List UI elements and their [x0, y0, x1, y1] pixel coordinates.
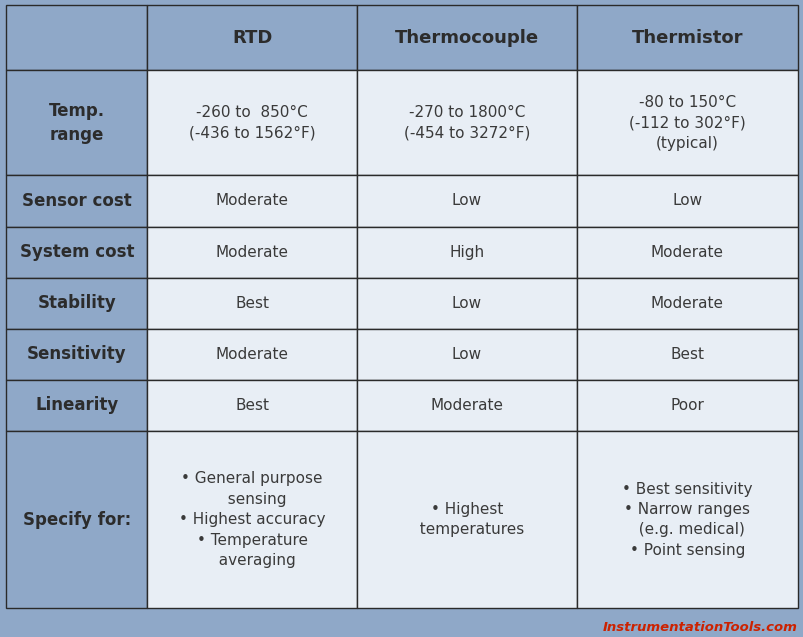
Bar: [147, 431, 357, 608]
Text: Low: Low: [671, 194, 701, 208]
Text: Low: Low: [451, 194, 481, 208]
Bar: [357, 227, 576, 278]
Bar: [147, 329, 357, 380]
Bar: [357, 70, 576, 175]
Text: Moderate: Moderate: [215, 194, 288, 208]
Text: Best: Best: [234, 398, 269, 413]
Text: Sensitivity: Sensitivity: [27, 345, 127, 363]
Text: Linearity: Linearity: [35, 396, 118, 414]
Bar: [6, 278, 147, 329]
Bar: [576, 70, 797, 175]
Text: Poor: Poor: [670, 398, 703, 413]
Bar: [6, 175, 147, 227]
Bar: [576, 5, 797, 70]
Bar: [576, 431, 797, 608]
Text: High: High: [449, 245, 484, 259]
Bar: [6, 227, 147, 278]
Text: Thermistor: Thermistor: [630, 29, 742, 47]
Text: System cost: System cost: [19, 243, 134, 261]
Text: Low: Low: [451, 296, 481, 311]
Text: Moderate: Moderate: [215, 347, 288, 362]
Text: • General purpose
  sensing
• Highest accuracy
• Temperature
  averaging: • General purpose sensing • Highest accu…: [178, 471, 325, 568]
Text: Best: Best: [234, 296, 269, 311]
Bar: [357, 431, 576, 608]
Bar: [147, 380, 357, 431]
Bar: [147, 227, 357, 278]
Bar: [6, 380, 147, 431]
Text: Stability: Stability: [38, 294, 116, 312]
Text: RTD: RTD: [231, 29, 272, 47]
Text: Low: Low: [451, 347, 481, 362]
Bar: [147, 278, 357, 329]
Text: Specify for:: Specify for:: [22, 511, 131, 529]
Bar: [576, 278, 797, 329]
Bar: [357, 278, 576, 329]
Text: Temp.
range: Temp. range: [49, 102, 104, 144]
Text: • Best sensitivity
• Narrow ranges
  (e.g. medical)
• Point sensing: • Best sensitivity • Narrow ranges (e.g.…: [622, 482, 752, 558]
Text: Best: Best: [670, 347, 703, 362]
Bar: [6, 5, 147, 70]
Text: Sensor cost: Sensor cost: [22, 192, 132, 210]
Bar: [147, 175, 357, 227]
Text: • Highest
  temperatures: • Highest temperatures: [410, 502, 524, 538]
Text: -260 to  850°C
(-436 to 1562°F): -260 to 850°C (-436 to 1562°F): [189, 105, 315, 141]
Text: Thermocouple: Thermocouple: [394, 29, 538, 47]
Bar: [576, 227, 797, 278]
Text: InstrumentationTools.com: InstrumentationTools.com: [602, 621, 797, 634]
Bar: [147, 70, 357, 175]
Text: -80 to 150°C
(-112 to 302°F)
(typical): -80 to 150°C (-112 to 302°F) (typical): [628, 95, 744, 151]
Text: -270 to 1800°C
(-454 to 3272°F): -270 to 1800°C (-454 to 3272°F): [403, 105, 529, 141]
Bar: [357, 329, 576, 380]
Bar: [147, 5, 357, 70]
Text: Moderate: Moderate: [650, 245, 723, 259]
Bar: [6, 431, 147, 608]
Text: Moderate: Moderate: [430, 398, 503, 413]
Bar: [357, 380, 576, 431]
Bar: [357, 5, 576, 70]
Bar: [576, 175, 797, 227]
Text: Moderate: Moderate: [215, 245, 288, 259]
Text: Moderate: Moderate: [650, 296, 723, 311]
Bar: [6, 70, 147, 175]
Bar: [357, 175, 576, 227]
Bar: [6, 329, 147, 380]
Bar: [576, 380, 797, 431]
Bar: [576, 329, 797, 380]
